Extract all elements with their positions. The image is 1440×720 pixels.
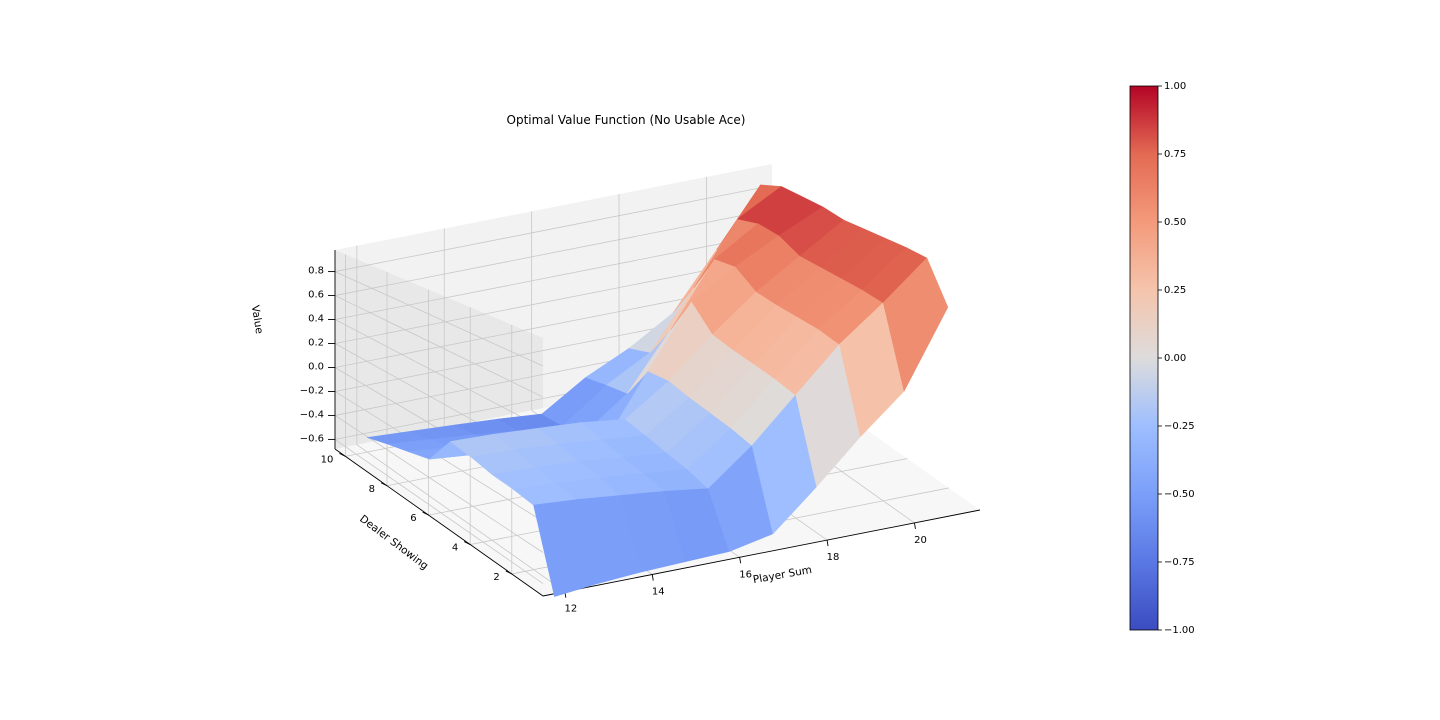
y-tick [422, 511, 429, 516]
y-axis-label: Dealer Showing [357, 513, 430, 572]
y-tick-label: 10 [321, 454, 334, 465]
colorbar: −1.00 −0.75 −0.50 −0.25 0.00 0.25 0.50 0.75 1.00 [1129, 81, 1195, 636]
x-axis-label: Player Sum [752, 564, 813, 586]
surface-facet [882, 257, 949, 392]
gridline [334, 439, 544, 584]
z-tick-label: 0.8 [308, 266, 324, 277]
colorbar-gradient [1129, 85, 1159, 631]
colorbar-tick-label: 1.00 [1164, 81, 1186, 92]
y-tick [463, 541, 471, 545]
y-tick [505, 570, 513, 575]
colorbar-tick-label: −1.00 [1164, 625, 1195, 636]
colorbar-tick-label: −0.75 [1164, 557, 1195, 568]
y-tick-label: 6 [410, 513, 416, 524]
y-tick-label: 4 [452, 543, 458, 554]
z-axis-label: Value [249, 304, 265, 334]
x-tick-label: 20 [914, 535, 927, 546]
gridline [334, 209, 773, 296]
x-tick-label: 18 [827, 552, 840, 563]
surface-plot [366, 184, 949, 597]
x-tick [914, 522, 916, 529]
z-tick-label: −0.2 [300, 385, 324, 396]
x-tick [651, 574, 654, 581]
y-tick-label: 8 [369, 484, 375, 495]
colorbar-tick-label: 0.50 [1164, 217, 1186, 228]
colorbar-tick-label: 0.75 [1164, 149, 1186, 160]
x-tick-label: 14 [652, 587, 665, 598]
gridline [334, 185, 773, 272]
gridline [334, 319, 544, 429]
x-tick-label: 12 [564, 604, 577, 615]
z-tick-label: 0.4 [308, 314, 324, 325]
gridline [334, 257, 773, 344]
x-axis-line [542, 509, 981, 597]
colorbar-tick-label: 0.25 [1164, 285, 1186, 296]
chart-title: Optimal Value Function (No Usable Ace) [507, 113, 746, 127]
gridline [334, 271, 544, 367]
z-tick-label: 0.6 [308, 290, 324, 301]
gridline [334, 295, 544, 398]
gridline [356, 444, 566, 593]
axis-lines: 12 14 16 18 20 2 4 6 8 10 −0.6 −0.4 −0.2 0.0 0.2 0.4 0.6… [300, 250, 981, 615]
colorbar-tick-label: −0.50 [1164, 489, 1195, 500]
y-tick [339, 452, 346, 457]
x-tick [826, 540, 829, 547]
colorbar-tick-label: 0.00 [1164, 353, 1186, 364]
z-tick-label: −0.4 [300, 409, 324, 420]
gridline [334, 233, 773, 320]
x-tick-label: 16 [739, 569, 752, 580]
z-tick-label: 0.0 [308, 361, 324, 372]
y-axis-line [334, 448, 544, 597]
x-tick [739, 557, 742, 564]
y-tick [380, 482, 388, 487]
z-tick-label: 0.2 [308, 338, 324, 349]
colorbar-tick-label: −0.25 [1164, 421, 1195, 432]
y-tick-label: 2 [493, 572, 499, 583]
z-tick-label: −0.6 [300, 433, 324, 444]
